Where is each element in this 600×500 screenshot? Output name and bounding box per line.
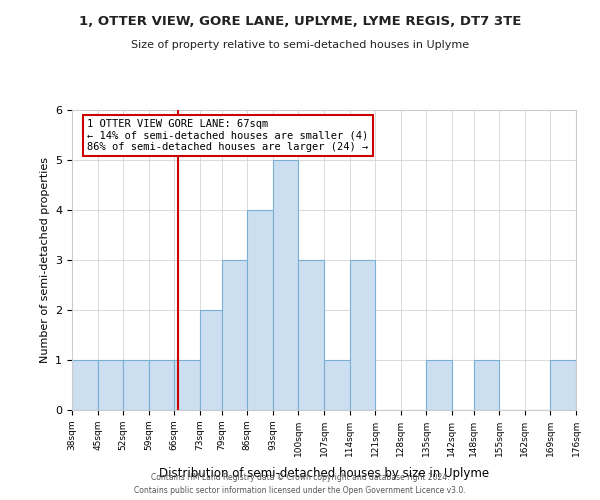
Bar — [350, 260, 375, 410]
Bar — [72, 360, 98, 410]
Text: 1, OTTER VIEW, GORE LANE, UPLYME, LYME REGIS, DT7 3TE: 1, OTTER VIEW, GORE LANE, UPLYME, LYME R… — [79, 15, 521, 28]
Bar — [98, 360, 123, 410]
Bar — [247, 210, 273, 410]
Bar — [474, 360, 499, 410]
Bar — [123, 360, 149, 410]
Text: Contains HM Land Registry data © Crown copyright and database right 2024.: Contains HM Land Registry data © Crown c… — [151, 474, 449, 482]
Text: Contains public sector information licensed under the Open Government Licence v3: Contains public sector information licen… — [134, 486, 466, 495]
Bar — [324, 360, 350, 410]
Bar — [149, 360, 174, 410]
Text: Size of property relative to semi-detached houses in Uplyme: Size of property relative to semi-detach… — [131, 40, 469, 50]
Bar — [273, 160, 298, 410]
Bar — [200, 310, 222, 410]
X-axis label: Distribution of semi-detached houses by size in Uplyme: Distribution of semi-detached houses by … — [159, 467, 489, 480]
Bar — [174, 360, 200, 410]
Bar — [222, 260, 247, 410]
Bar — [298, 260, 324, 410]
Bar — [550, 360, 576, 410]
Text: 1 OTTER VIEW GORE LANE: 67sqm
← 14% of semi-detached houses are smaller (4)
86% : 1 OTTER VIEW GORE LANE: 67sqm ← 14% of s… — [87, 119, 368, 152]
Y-axis label: Number of semi-detached properties: Number of semi-detached properties — [40, 157, 50, 363]
Bar — [426, 360, 452, 410]
